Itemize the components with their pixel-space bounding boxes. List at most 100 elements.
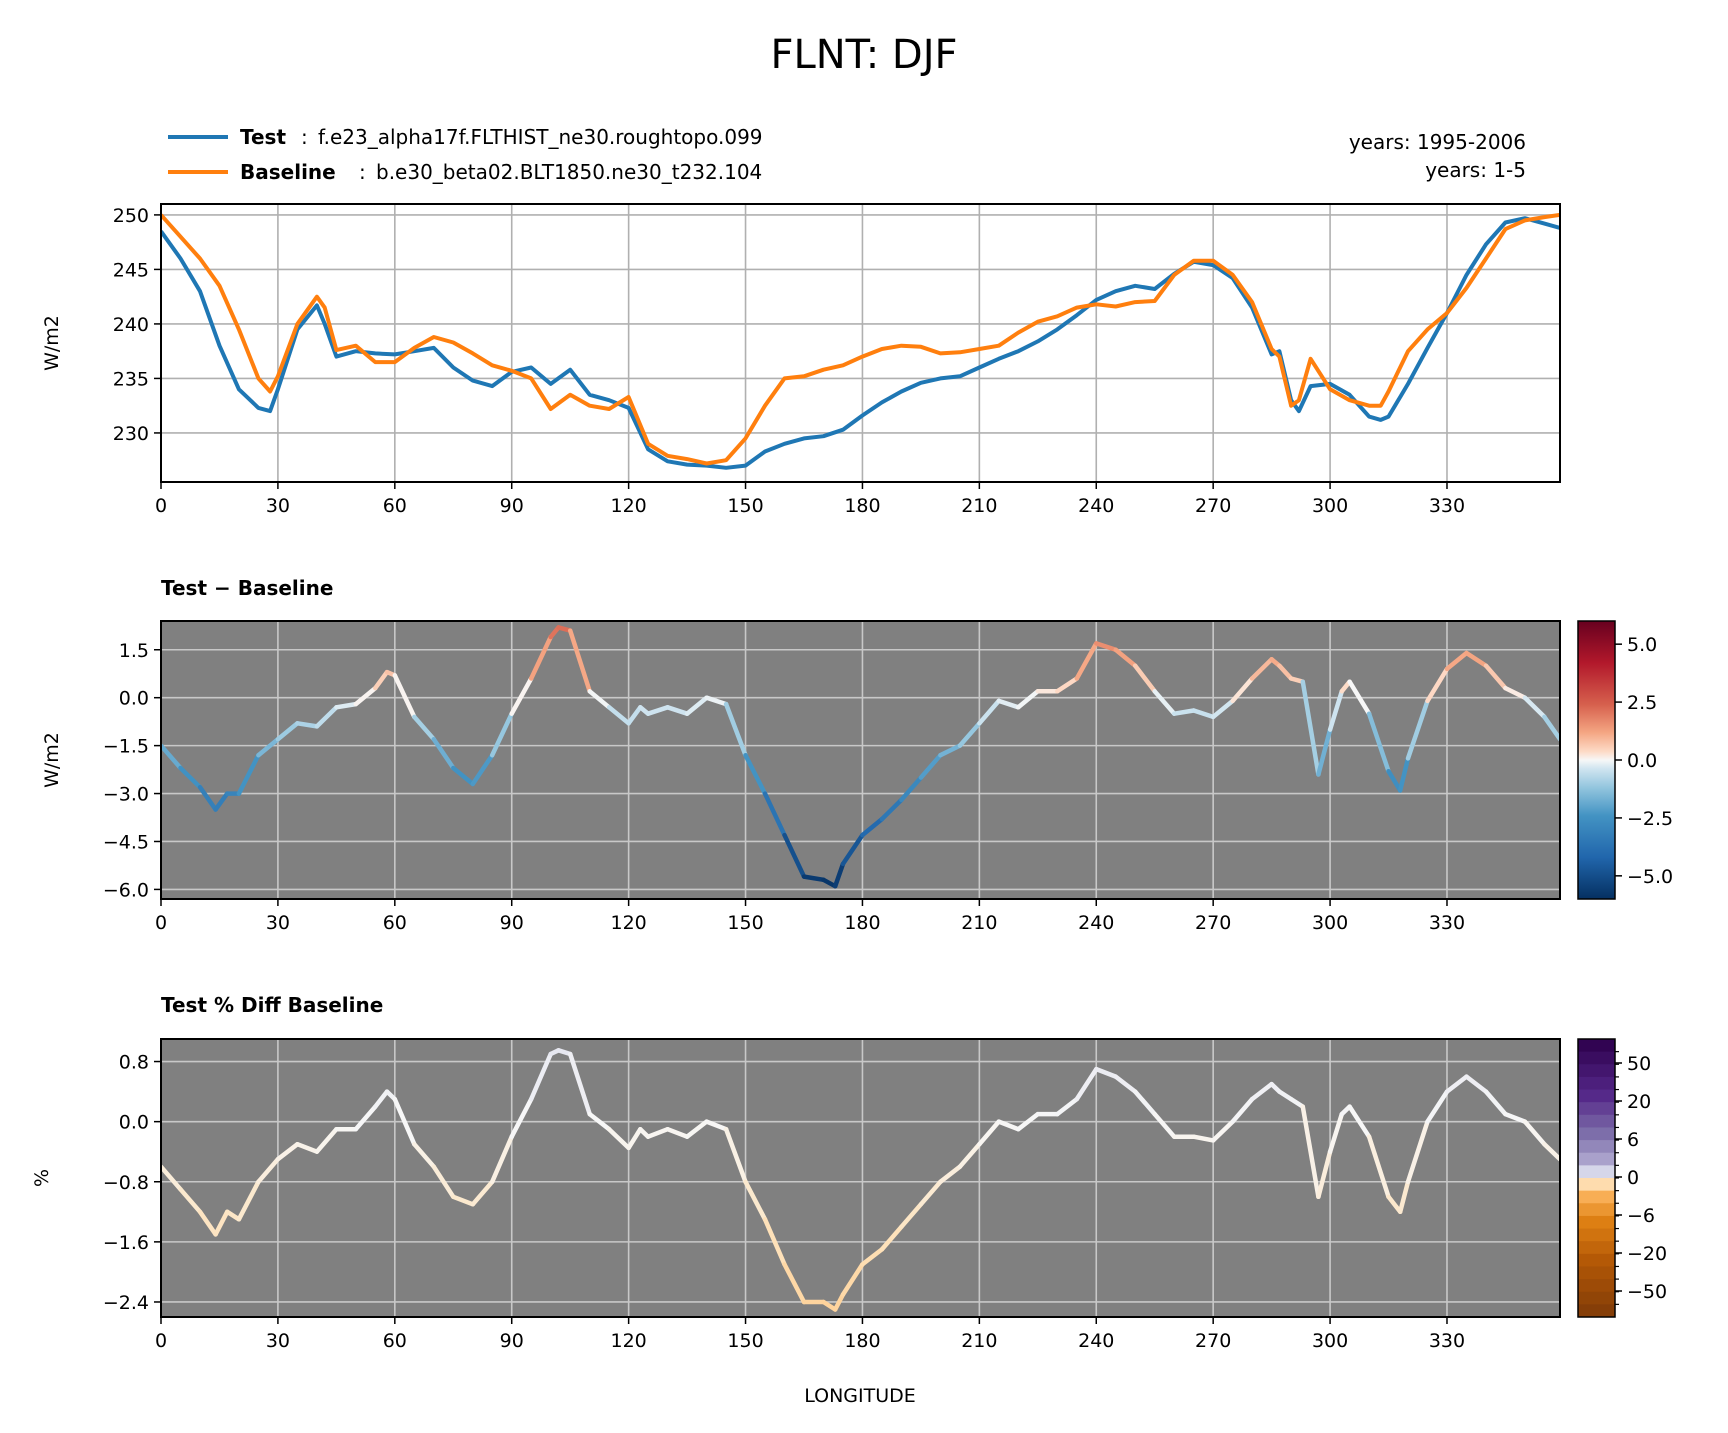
line-segment (1522, 695, 1547, 720)
line-segment (762, 1217, 787, 1267)
y-tick-label: −2.4 (103, 1292, 149, 1314)
line-segment (1249, 1081, 1274, 1102)
line-segment (1191, 1134, 1216, 1143)
x-tick-label: 60 (383, 912, 407, 934)
line-segment (1386, 768, 1403, 793)
line-segment (567, 1051, 592, 1117)
line-segment (645, 705, 670, 716)
legend-baseline-label: Baseline (240, 160, 336, 184)
y-tick-label: 240 (113, 314, 149, 336)
line-segment (1397, 1179, 1411, 1215)
colorbar-level (1578, 1178, 1615, 1192)
colorbar-tick-label: −2.5 (1627, 808, 1673, 830)
line-segment (451, 765, 476, 787)
line-segment (1210, 1119, 1235, 1143)
line-segment (938, 1164, 963, 1185)
line-segment (1316, 727, 1333, 777)
line-segment (821, 1299, 838, 1312)
series-line-baseline (161, 212, 1560, 466)
line-segment (509, 676, 534, 716)
line-segment (431, 736, 456, 771)
x-tick-label: 270 (1195, 912, 1231, 934)
line-segment (353, 1104, 378, 1132)
legend: Test : f.e23_alpha17f.FLTHIST_ne30.rough… (168, 125, 1526, 184)
line-segment (334, 701, 359, 710)
colorbar-tick-label: 5.0 (1627, 634, 1657, 656)
line-segment (1542, 1141, 1560, 1162)
y-tick-label: 0.8 (119, 1052, 149, 1074)
colorbar-level (1578, 1140, 1615, 1154)
y-tick-label: −0.8 (103, 1172, 149, 1194)
x-tick-label: 150 (727, 1330, 763, 1352)
line-segment (161, 1164, 183, 1192)
line-segment (392, 673, 417, 720)
x-tick-label: 60 (383, 495, 407, 517)
line-segment (704, 1119, 729, 1132)
line-segment (392, 1096, 417, 1147)
line-segment (879, 797, 904, 822)
line-segment (256, 736, 281, 758)
colorbar-tick-label: 2.5 (1627, 692, 1657, 714)
colorbar-level (1578, 1279, 1615, 1293)
legend-test-desc: f.e23_alpha17f.FLTHIST_ne30.roughtopo.09… (318, 125, 763, 149)
line-segment (743, 1179, 768, 1222)
panel-percent-difference: 0 30 60 90 120 150 180 210 240 270 300 330 0.8 0.0 −0.… (31, 1038, 1561, 1352)
legend-baseline-sep: : (359, 160, 366, 184)
line-segment (1347, 1104, 1372, 1139)
colorbar-tick-label: 6 (1627, 1129, 1639, 1151)
line-segment (860, 816, 885, 838)
colorbar-tick-label: −6 (1627, 1205, 1655, 1227)
line-segment (996, 698, 1021, 710)
line-segment (957, 1141, 982, 1169)
line-segment (840, 1262, 865, 1297)
x-tick-label: 330 (1429, 1330, 1465, 1352)
line-segment (1132, 1089, 1157, 1117)
y-tick-label: −1.6 (103, 1232, 149, 1254)
x-tick-label: 210 (961, 1330, 997, 1352)
x-tick-label: 150 (727, 912, 763, 934)
line-segment (1386, 1194, 1403, 1215)
line-segment (684, 1119, 709, 1139)
line-segment (1300, 679, 1321, 777)
colorbar-level (1578, 1241, 1615, 1255)
line-segment (1016, 1111, 1041, 1132)
y-tick-label: −3.0 (103, 784, 149, 806)
x-tick-label: 270 (1195, 495, 1231, 517)
line-segment (1425, 666, 1450, 704)
line-segment (1277, 663, 1294, 681)
panel-difference-title: Test − Baseline (161, 576, 333, 600)
line-segment (1366, 711, 1391, 774)
line-segment (1288, 1096, 1306, 1109)
x-tick-label: 180 (844, 912, 880, 934)
colorbar-tick-label: 20 (1627, 1091, 1651, 1113)
line-segment (684, 695, 709, 716)
y-tick-label: 1.5 (119, 640, 149, 662)
x-tick-label: 0 (155, 495, 167, 517)
line-segment (743, 752, 768, 796)
line-segment (197, 1209, 218, 1237)
x-tick-label: 120 (610, 912, 646, 934)
line-segment (918, 752, 943, 780)
line-segment (1230, 1096, 1255, 1124)
y-tick-label: −1.5 (103, 736, 149, 758)
line-segment (236, 1179, 261, 1222)
line-segment (1210, 698, 1235, 720)
line-segment (1483, 663, 1508, 691)
line-segment (236, 752, 261, 796)
line-segment (1464, 1074, 1489, 1094)
y-tick-label: 0.0 (119, 1112, 149, 1134)
line-segment (587, 689, 612, 710)
line-segment (996, 1119, 1021, 1132)
panel-climatology: 0 30 60 90 120 150 180 210 240 270 300 330 230 235 240… (41, 203, 1561, 517)
plot-frame (160, 620, 1561, 900)
plot-frame (160, 203, 1561, 483)
y-axis-label: % (31, 1169, 53, 1187)
colorbar-level (1578, 1051, 1615, 1065)
x-tick-label: 240 (1078, 912, 1114, 934)
line-segment (567, 628, 592, 694)
line-segment (1016, 689, 1041, 710)
colorbar-tick-label: −5.0 (1627, 866, 1673, 888)
colorbar-level (1578, 1064, 1615, 1078)
x-tick-label: 300 (1312, 495, 1348, 517)
